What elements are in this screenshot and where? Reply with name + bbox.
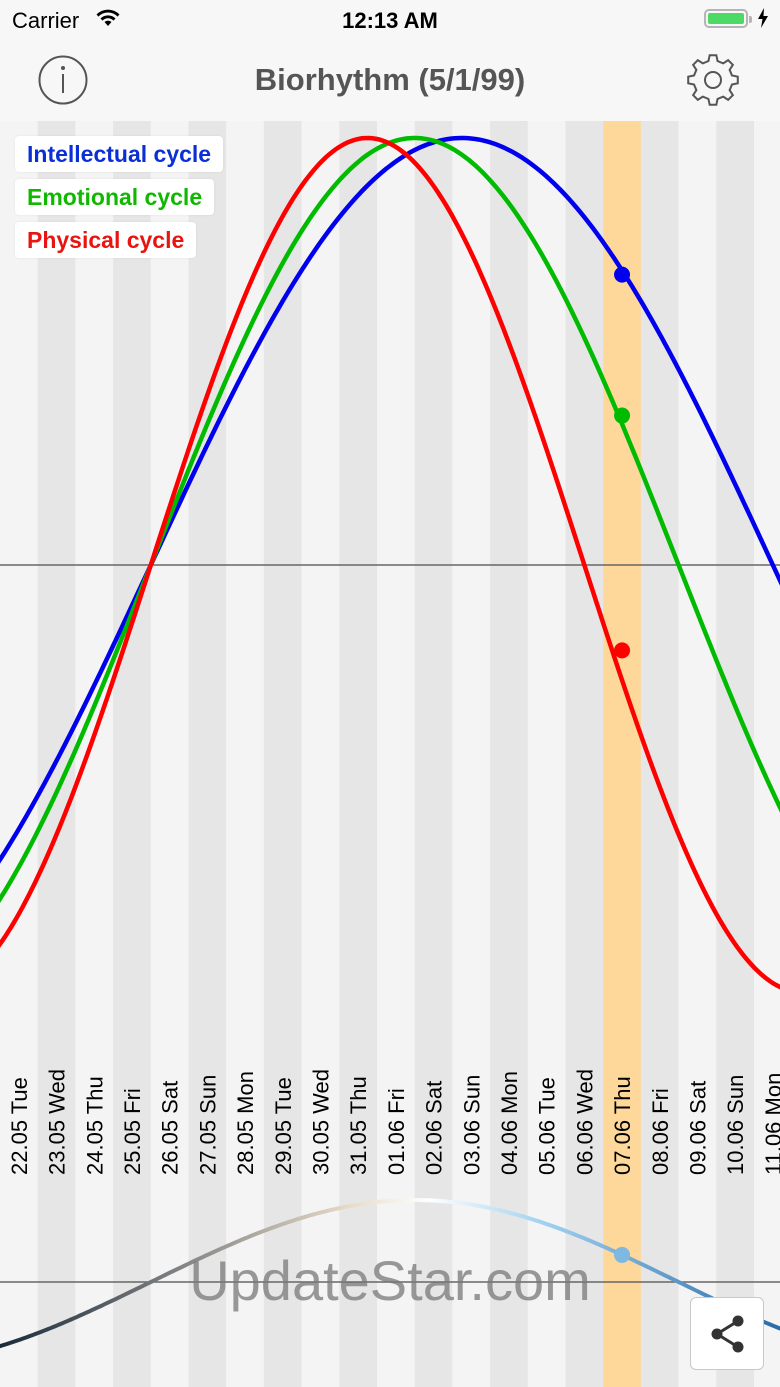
day-stripe <box>754 121 780 1387</box>
legend-emotional: Emotional cycle <box>15 179 215 215</box>
series-point <box>614 642 631 659</box>
date-tick-label: 26.05 Sat <box>158 1081 183 1175</box>
date-tick-label: 09.06 Sat <box>685 1081 710 1175</box>
info-circle-icon <box>38 55 88 105</box>
wifi-icon <box>96 9 120 26</box>
day-stripe <box>113 121 151 1387</box>
navigation-bar: Biorhythm (5/1/99) <box>0 40 780 122</box>
biorhythm-chart[interactable]: 22.05 Tue 23.05 Wed 24.05 Thu 25.05 Fri 26.0… <box>0 121 780 1387</box>
series-point <box>614 407 631 424</box>
day-stripe <box>0 121 38 1387</box>
day-stripe <box>75 121 114 1387</box>
day-stripe <box>377 121 415 1387</box>
series-line <box>0 135 780 990</box>
day-stripe <box>414 121 453 1387</box>
date-tick-label: 05.06 Tue <box>535 1077 560 1175</box>
day-stripe <box>339 121 377 1387</box>
date-tick-label: 22.05 Tue <box>7 1077 32 1175</box>
series-line <box>0 135 780 864</box>
status-bar: Carrier 12:13 AM <box>0 0 780 40</box>
day-stripe <box>301 121 340 1387</box>
series-point <box>614 266 631 283</box>
legend-physical: Physical cycle <box>15 222 197 258</box>
date-tick-label: 06.06 Wed <box>572 1069 597 1175</box>
date-tick-label: 11.06 Mon <box>761 1073 780 1175</box>
legend-label: Physical cycle <box>27 227 185 253</box>
date-tick-label: 29.05 Tue <box>271 1077 296 1175</box>
share-icon <box>711 1315 744 1353</box>
legend-label: Intellectual cycle <box>27 141 212 167</box>
date-tick-label: 07.06 Thu <box>610 1076 635 1175</box>
date-tick-label: 25.05 Fri <box>120 1088 145 1175</box>
combined-point <box>614 1246 631 1263</box>
day-stripe <box>490 121 528 1387</box>
date-tick-label: 03.06 Sun <box>459 1075 484 1175</box>
highlight-day-band <box>603 121 641 1387</box>
day-stripe <box>452 121 491 1387</box>
day-stripe <box>716 121 754 1387</box>
date-tick-label: 31.05 Thu <box>346 1076 371 1175</box>
date-tick-label: 08.06 Fri <box>648 1088 673 1175</box>
day-stripe <box>565 121 604 1387</box>
date-tick-label: 04.06 Mon <box>497 1071 522 1175</box>
gear-icon <box>687 54 739 106</box>
day-stripe <box>37 121 76 1387</box>
day-stripe <box>678 121 717 1387</box>
legend-intellectual: Intellectual cycle <box>15 136 224 172</box>
battery-icon <box>704 9 752 28</box>
date-tick-label: 24.05 Thu <box>82 1076 107 1175</box>
combined-curve <box>0 1198 780 1349</box>
legend-label: Emotional cycle <box>27 184 203 210</box>
date-tick-label: 30.05 Wed <box>308 1069 333 1175</box>
carrier-label: Carrier <box>12 8 80 33</box>
date-tick-label: 28.05 Mon <box>233 1071 258 1175</box>
date-tick-label: 02.06 Sat <box>422 1081 447 1175</box>
date-tick-label: 10.06 Sun <box>723 1075 748 1175</box>
date-tick-label: 01.06 Fri <box>384 1088 409 1175</box>
day-stripe <box>188 121 227 1387</box>
watermark-text: UpdateStar.com <box>189 1249 591 1312</box>
page-title: Biorhythm (5/1/99) <box>254 62 526 97</box>
day-stripe <box>150 121 189 1387</box>
settings-button[interactable] <box>686 53 740 107</box>
clock: 12:13 AM <box>342 8 438 33</box>
date-tick-label: 23.05 Wed <box>45 1069 70 1175</box>
info-button[interactable] <box>38 55 88 105</box>
day-stripe <box>527 121 566 1387</box>
date-tick-label: 27.05 Sun <box>195 1075 220 1175</box>
day-stripe <box>263 121 302 1387</box>
charging-icon <box>758 8 768 28</box>
share-button[interactable] <box>690 1297 764 1370</box>
